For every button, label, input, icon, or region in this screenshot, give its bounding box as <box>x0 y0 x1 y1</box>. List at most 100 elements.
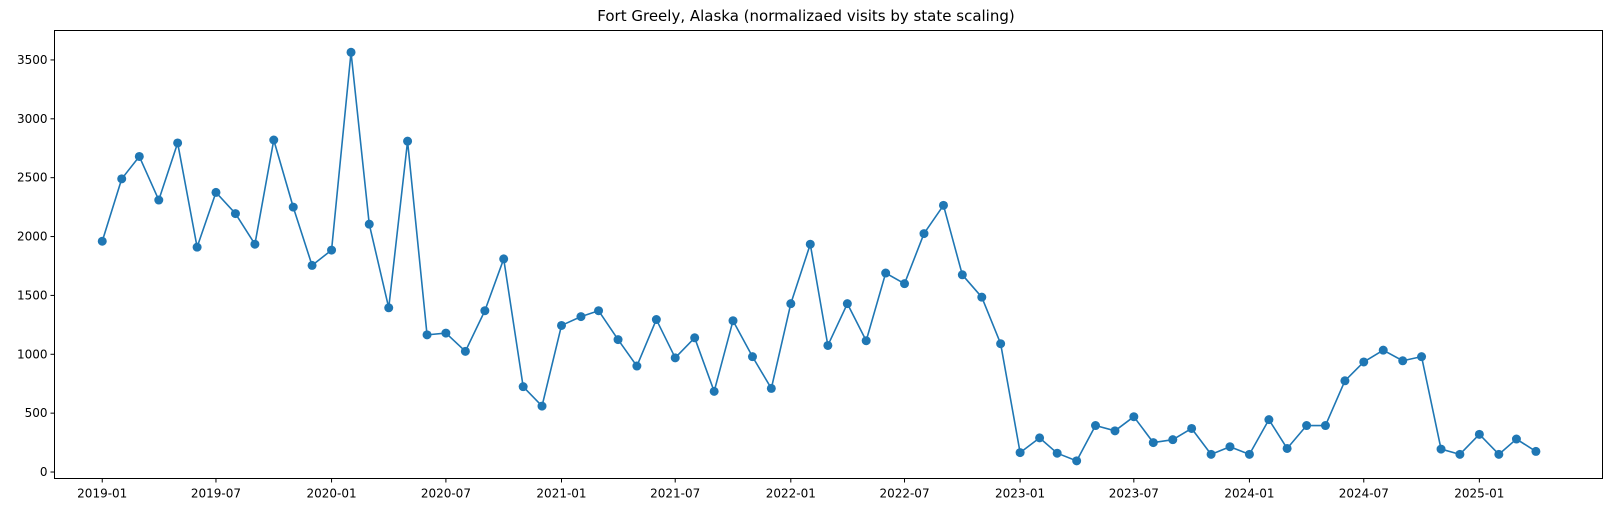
x-tick-label: 2022-07 <box>879 487 929 501</box>
data-point <box>250 239 260 249</box>
data-point <box>1148 438 1158 448</box>
data-point <box>632 361 642 371</box>
data-point <box>805 239 815 249</box>
data-point <box>1282 443 1292 453</box>
y-tick-label: 500 <box>25 406 48 420</box>
y-tick-label: 2000 <box>17 230 48 244</box>
y-tick-label: 1500 <box>17 288 48 302</box>
data-point <box>1091 421 1100 431</box>
data-point <box>1187 423 1197 433</box>
data-point <box>613 335 623 345</box>
data-point <box>1072 456 1082 466</box>
series-line <box>101 51 1537 462</box>
data-point <box>1110 426 1120 436</box>
data-point <box>1302 421 1312 431</box>
data-point <box>557 320 566 330</box>
data-point <box>900 279 910 289</box>
x-tick-label: 2024-07 <box>1339 487 1389 501</box>
x-tick-label: 2022-01 <box>766 487 816 501</box>
x-tick-label: 2021-07 <box>650 487 700 501</box>
data-point <box>1398 356 1408 366</box>
data-point <box>499 254 509 264</box>
data-point <box>1531 446 1541 456</box>
data-point <box>919 229 929 239</box>
x-tick-label: 2025-01 <box>1454 487 1504 501</box>
x-tick-label: 2024-01 <box>1224 487 1274 501</box>
data-point <box>211 187 221 197</box>
data-point <box>403 136 413 146</box>
data-point <box>1129 412 1139 422</box>
data-point <box>957 270 967 280</box>
data-point <box>480 306 490 316</box>
data-point <box>384 303 394 313</box>
data-point <box>307 260 317 270</box>
data-point <box>861 336 871 346</box>
data-point <box>1378 345 1388 355</box>
data-point <box>1015 448 1025 458</box>
data-point <box>709 386 719 396</box>
data-point <box>766 383 776 393</box>
x-tick-label: 2020-07 <box>421 487 471 501</box>
plot-frame <box>54 30 1603 479</box>
data-point <box>288 202 298 212</box>
data-point <box>327 245 337 255</box>
data-point <box>1244 449 1254 459</box>
data-point <box>576 312 586 322</box>
x-tick-label: 2021-01 <box>536 487 586 501</box>
data-point <box>1417 352 1427 362</box>
data-point <box>422 330 432 340</box>
data-point <box>460 346 470 356</box>
data-point <box>670 353 680 363</box>
data-point <box>1052 448 1062 458</box>
data-point <box>938 200 948 210</box>
x-tick-label: 2020-01 <box>306 487 356 501</box>
data-point <box>1359 357 1369 367</box>
y-axis: 0 500 1000 1500 2000 2500 3000 3500 <box>17 53 55 479</box>
x-tick-label: 2023-01 <box>995 487 1045 501</box>
x-tick-label: 2023-07 <box>1109 487 1159 501</box>
data-point <box>1436 444 1446 454</box>
data-point <box>134 151 144 161</box>
data-point <box>1494 449 1504 459</box>
y-tick-label: 2500 <box>17 171 48 185</box>
data-point <box>1511 434 1521 444</box>
y-tick-label: 1000 <box>17 347 48 361</box>
data-point <box>1474 429 1484 439</box>
data-point <box>842 299 852 309</box>
data-point <box>1168 435 1178 445</box>
data-point <box>518 382 528 392</box>
data-point <box>97 236 107 246</box>
data-point <box>441 328 451 338</box>
data-point <box>690 333 700 343</box>
data-point <box>364 219 374 229</box>
data-point <box>747 352 757 362</box>
data-point <box>1206 449 1216 459</box>
x-tick-label: 2019-01 <box>77 487 127 501</box>
chart-title: Fort Greely, Alaska (normalizaed visits … <box>597 7 1014 25</box>
data-point <box>823 340 833 350</box>
data-point <box>230 209 240 219</box>
data-point <box>1320 421 1330 431</box>
data-point <box>173 138 183 148</box>
y-tick-label: 0 <box>40 465 48 479</box>
data-point <box>346 47 356 57</box>
x-axis: 2019-01 2019-07 2020-01 2020-07 2021-01 2021-… <box>77 478 1504 501</box>
data-point <box>1340 376 1350 386</box>
x-tick-label: 2019-07 <box>191 487 241 501</box>
data-point <box>154 195 164 205</box>
series-layer <box>97 47 1541 466</box>
data-point <box>537 401 547 411</box>
data-point <box>1264 415 1274 425</box>
y-tick-label: 3000 <box>17 112 48 126</box>
data-point <box>594 306 604 316</box>
data-point <box>117 174 127 184</box>
data-point <box>1035 433 1045 443</box>
data-point <box>977 292 987 302</box>
data-point <box>728 316 738 326</box>
y-tick-label: 3500 <box>17 53 48 67</box>
data-point <box>269 135 279 145</box>
data-point <box>1455 449 1465 459</box>
data-point <box>786 299 796 309</box>
data-point <box>651 315 661 325</box>
